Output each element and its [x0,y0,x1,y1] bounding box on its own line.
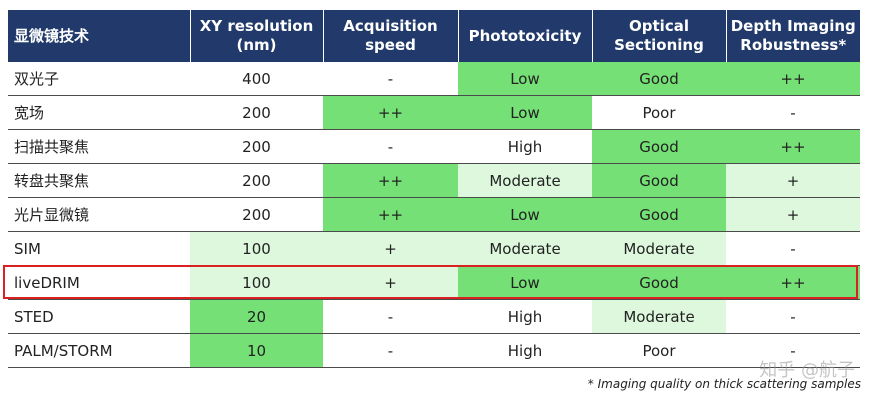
cell-optical-sectioning: Good [592,62,726,96]
cell-optical-sectioning: Poor [592,95,726,130]
cell-optical-sectioning: Moderate [592,299,726,334]
cell-xy-resolution: 200 [190,163,323,198]
cell-xy-resolution: 100 [190,231,323,266]
cell-xy-resolution: 200 [190,129,323,164]
cell-phototoxicity: High [458,129,592,164]
cell-acquisition-speed: + [323,265,458,300]
header-acquisition-speed: Acquisition speed [323,10,459,62]
cell-depth-imaging: - [726,299,860,334]
table-row: 宽场 200 ++ Low Poor - [8,95,860,130]
cell-acquisition-speed: ++ [323,95,458,130]
cell-optical-sectioning: Good [592,197,726,232]
header-technique: 显微镜技术 [8,10,191,62]
cell-phototoxicity: Low [458,95,592,130]
cell-technique: 宽场 [8,95,190,130]
footnote: * Imaging quality on thick scattering sa… [587,377,861,391]
cell-depth-imaging: + [726,197,860,232]
cell-acquisition-speed: - [323,62,458,96]
cell-phototoxicity: Low [458,197,592,232]
cell-optical-sectioning: Good [592,265,726,300]
cell-xy-resolution: 400 [190,62,323,96]
cell-xy-resolution: 10 [190,333,323,368]
header-row: 显微镜技术 XY resolution (nm) Acquisition spe… [8,10,860,62]
cell-xy-resolution: 100 [190,265,323,300]
cell-acquisition-speed: - [323,333,458,368]
cell-xy-resolution: 200 [190,95,323,130]
cell-optical-sectioning: Moderate [592,231,726,266]
cell-depth-imaging: ++ [726,265,860,300]
header-xy-resolution: XY resolution (nm) [190,10,324,62]
table-row: PALM/STORM 10- High Poor - [8,333,860,368]
cell-phototoxicity: High [458,299,592,334]
cell-acquisition-speed: ++ [323,163,458,198]
cell-depth-imaging: + [726,163,860,198]
table-row: 双光子 400- Low Good ++ [8,62,860,96]
cell-technique: 双光子 [8,62,190,96]
microscopy-comparison-table: 显微镜技术 XY resolution (nm) Acquisition spe… [8,10,860,368]
table-body: 双光子 400- Low Good ++ 宽场 200 ++ Low Poor - 扫描共聚焦 200-… [8,62,860,368]
cell-phototoxicity: High [458,333,592,368]
header-depth-imaging: Depth Imaging Robustness* [726,10,860,62]
comparison-table-container: 显微镜技术 XY resolution (nm) Acquisition spe… [8,10,860,368]
header-optical-sectioning: Optical Sectioning [592,10,727,62]
header-phototoxicity: Phototoxicity [458,10,593,62]
cell-optical-sectioning: Good [592,163,726,198]
cell-xy-resolution: 20 [190,299,323,334]
cell-technique: STED [8,299,190,334]
cell-depth-imaging: ++ [726,129,860,164]
table-row: STED 20- High Moderate - [8,299,860,334]
cell-acquisition-speed: - [323,299,458,334]
cell-optical-sectioning: Poor [592,333,726,368]
table-row: liveDRIM 100 + Low Good ++ [8,265,860,300]
cell-technique: liveDRIM [8,265,190,300]
cell-acquisition-speed: + [323,231,458,266]
cell-phototoxicity: Moderate [458,231,592,266]
table-row: 光片显微镜 200 ++ Low Good + [8,197,860,232]
cell-depth-imaging: - [726,333,860,368]
cell-technique: SIM [8,231,190,266]
cell-xy-resolution: 200 [190,197,323,232]
cell-technique: 转盘共聚焦 [8,163,190,198]
cell-optical-sectioning: Good [592,129,726,164]
cell-acquisition-speed: ++ [323,197,458,232]
table-row: SIM 100 + Moderate Moderate - [8,231,860,266]
cell-depth-imaging: - [726,231,860,266]
cell-technique: 光片显微镜 [8,197,190,232]
cell-technique: PALM/STORM [8,333,190,368]
cell-acquisition-speed: - [323,129,458,164]
cell-phototoxicity: Low [458,62,592,96]
cell-depth-imaging: ++ [726,62,860,96]
cell-technique: 扫描共聚焦 [8,129,190,164]
watermark: 知乎 @航子 [759,360,855,381]
table-row: 扫描共聚焦 200- High Good ++ [8,129,860,164]
table-row: 转盘共聚焦 200 ++ Moderate Good + [8,163,860,198]
cell-phototoxicity: Moderate [458,163,592,198]
cell-phototoxicity: Low [458,265,592,300]
cell-depth-imaging: - [726,95,860,130]
